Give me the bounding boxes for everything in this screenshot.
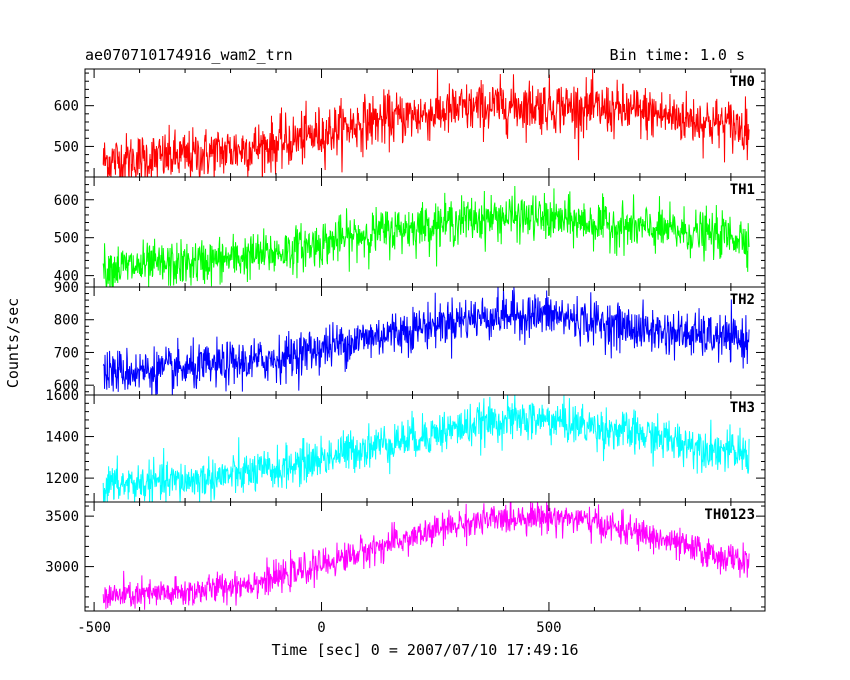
series-label: TH1	[730, 182, 755, 198]
series-label: TH2	[730, 292, 755, 308]
y-tick-label: 3000	[45, 560, 79, 576]
series-line-th1	[102, 185, 750, 287]
y-tick-label: 700	[54, 345, 79, 361]
y-tick-label: 1600	[45, 388, 79, 404]
chart-title: ae070710174916_wam2_trn	[85, 46, 293, 64]
series-line-th3	[102, 395, 750, 502]
y-tick-label: 600	[54, 99, 79, 115]
series-label: TH3	[730, 400, 755, 416]
y-tick-label: 1400	[45, 430, 79, 446]
y-tick-label: 500	[54, 231, 79, 247]
panel-th3: 1200 1400 1600 TH3	[45, 388, 766, 503]
panel-th2: 600 700 800 900 TH2	[54, 280, 766, 396]
y-tick-label: 3500	[45, 509, 79, 525]
y-tick-label: 600	[54, 193, 79, 209]
series-line-th0123	[102, 502, 750, 610]
panel-th1: 400 500 600 TH1	[54, 176, 766, 288]
panels: 500 600 TH0 400 500 600 TH1 600 700 800 900 TH2 1200…	[45, 68, 766, 636]
x-tick-label: -500	[77, 620, 111, 636]
bin-time-label: Bin time: 1.0 s	[610, 46, 745, 64]
series-line-th0	[102, 69, 750, 177]
x-tick-label: 500	[536, 620, 561, 636]
y-tick-label: 500	[54, 139, 79, 155]
series-label: TH0	[730, 74, 755, 90]
y-axis-label: Counts/sec	[4, 298, 22, 388]
series-label: TH0123	[704, 507, 755, 523]
y-tick-label: 800	[54, 313, 79, 329]
y-tick-label: 600	[54, 378, 79, 394]
panel-frame	[84, 501, 766, 612]
x-axis-label: Time [sec] 0 = 2007/07/10 17:49:16	[271, 641, 578, 659]
y-tick-label: 400	[54, 269, 79, 285]
x-tick-label: 0	[317, 620, 325, 636]
y-tick-label: 900	[54, 280, 79, 296]
panel-th0: 500 600 TH0	[54, 68, 766, 178]
panel-th0123: 3000 3500 TH0123	[45, 501, 766, 612]
y-tick-label: 1200	[45, 471, 79, 487]
series-line-th2	[102, 287, 750, 395]
